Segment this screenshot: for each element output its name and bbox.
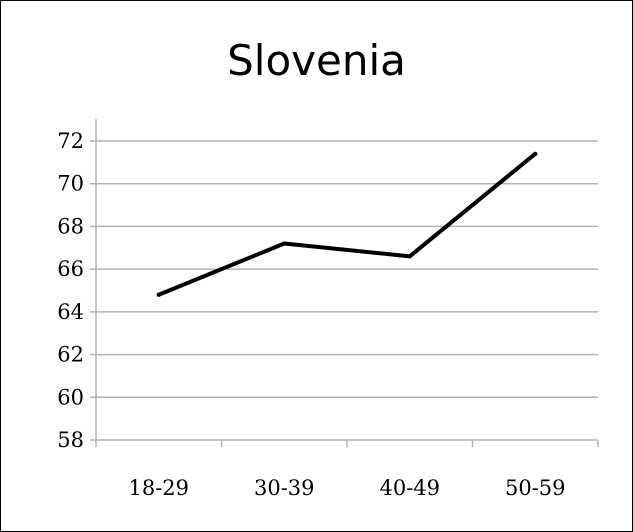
x-tick-label-30-39: 30-39 (254, 476, 315, 500)
series-line-0 (156, 151, 538, 297)
data-point-40-49 (407, 254, 412, 259)
y-tick-label-60: 60 (57, 385, 84, 409)
y-tick-label-66: 66 (57, 257, 84, 281)
chart-title: Slovenia (227, 36, 406, 85)
data-point-18-29 (156, 292, 161, 297)
x-tick-label-50-59: 50-59 (505, 476, 566, 500)
y-tick-label-58: 58 (57, 428, 84, 452)
y-tick-label-70: 70 (57, 172, 84, 196)
y-tick-label-62: 62 (57, 343, 84, 367)
x-tick-label-18-29: 18-29 (128, 476, 189, 500)
y-tick-label-72: 72 (57, 129, 84, 153)
y-tick-label-68: 68 (57, 214, 84, 238)
y-tick-label-64: 64 (57, 300, 84, 324)
x-tick-label-40-49: 40-49 (379, 476, 440, 500)
data-point-50-59 (533, 151, 538, 156)
data-point-30-39 (282, 241, 287, 246)
